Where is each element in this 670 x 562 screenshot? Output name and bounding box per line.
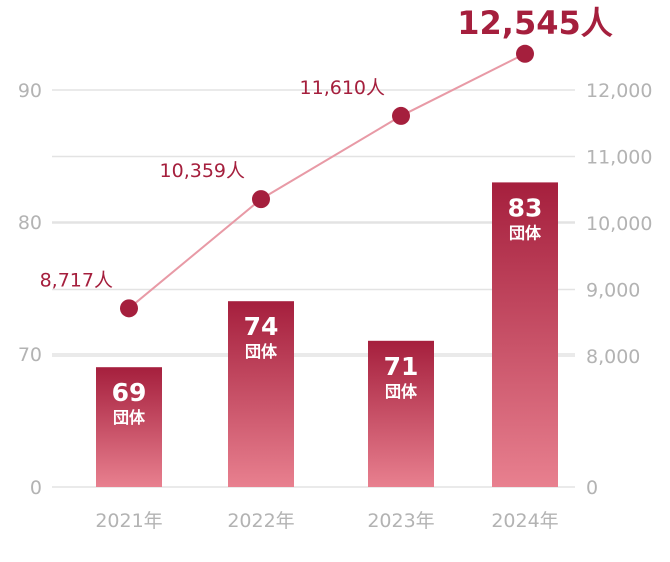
right-tick-label: 8,000 <box>586 346 640 368</box>
bar-value-label: 71 <box>384 352 419 381</box>
line-point <box>120 299 138 318</box>
right-tick-label: 12,000 <box>586 80 652 102</box>
bar-unit-label: 団体 <box>509 223 542 242</box>
bar <box>228 301 294 487</box>
bar-value-label: 69 <box>112 378 147 407</box>
x-tick-label: 2022年 <box>227 510 294 532</box>
right-tick-label: 9,000 <box>586 280 640 302</box>
bar-unit-label: 団体 <box>385 382 418 401</box>
bar-unit-label: 団体 <box>245 342 278 361</box>
line-value-label: 10,359人 <box>160 160 245 182</box>
left-tick-label: 70 <box>18 344 42 366</box>
line-value-label: 12,545人 <box>457 4 613 42</box>
bar <box>492 182 558 487</box>
left-tick-label: 80 <box>18 212 42 234</box>
right-tick-label: 0 <box>586 477 598 499</box>
x-tick-label: 2023年 <box>367 510 434 532</box>
bar <box>368 340 434 487</box>
bar-unit-label: 団体 <box>113 408 146 427</box>
bar-value-label: 83 <box>508 193 543 222</box>
line-point <box>392 106 410 125</box>
line-point <box>516 44 534 63</box>
x-tick-label: 2021年 <box>95 510 162 532</box>
line-series <box>128 52 526 310</box>
x-tick-label: 2024年 <box>491 510 558 532</box>
left-tick-label: 90 <box>18 80 42 102</box>
right-tick-label: 11,000 <box>586 147 652 169</box>
bar <box>96 367 162 487</box>
line-value-label: 11,610人 <box>300 77 385 99</box>
line-value-label: 8,717人 <box>40 269 113 291</box>
right-tick-label: 10,000 <box>586 213 652 235</box>
line-point <box>252 190 270 209</box>
bar-value-label: 74 <box>244 312 279 341</box>
left-tick-label: 0 <box>30 477 42 499</box>
